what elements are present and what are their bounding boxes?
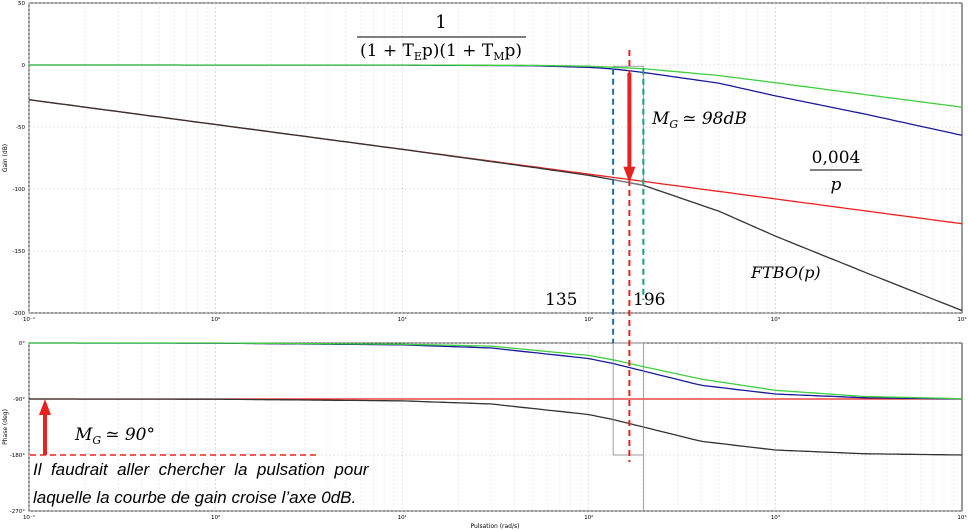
phase-series-ftbo-p-	[29, 398, 963, 456]
fraction-right-numerator: 0,004	[812, 148, 861, 168]
phase-margin-arrow-head	[39, 399, 51, 415]
den-sub-m: M	[493, 50, 504, 63]
mg-gain-value: ≃ 98dB	[682, 109, 747, 129]
phase-ytick-label: -270°	[10, 509, 25, 515]
gain-ytick-label: -200	[13, 311, 26, 317]
freq-196-label: 196	[633, 290, 665, 310]
den-sub-e: E	[414, 50, 422, 63]
mg-phase-value: ≃ 90°	[105, 425, 155, 445]
note-line-2: laquelle la courbe de gain croise l’axe …	[33, 488, 356, 507]
gain-asymptote-box	[613, 65, 644, 186]
fraction-top-denominator: (1 + TEp)(1 + TMp)	[360, 41, 522, 63]
gain-ytick-label: 50	[18, 1, 25, 7]
gain-ytick-label: -100	[13, 187, 26, 193]
phase-xtick-label: 10³	[771, 514, 780, 521]
fraction-right: 0,004 p	[810, 148, 862, 195]
mg-gain-m: M	[651, 109, 670, 129]
freq-135-label: 135	[545, 290, 577, 310]
phase-plot: 0° -90° -180° -270°10⁻¹ 10⁰ 10¹ 10² 10³ 10⁴ Phas…	[2, 341, 967, 530]
gain-series-1-1-t-m-p-	[29, 64, 963, 108]
phase-ytick-label: 0°	[19, 341, 25, 347]
phase-grid	[28, 342, 962, 512]
gain-xtick-label: 10⁰	[211, 316, 221, 323]
phase-xtick-label: 10⁰	[211, 514, 221, 521]
overlay	[30, 50, 645, 511]
gain-xtick-label: 10⁻¹	[23, 316, 35, 323]
gain-ylabel: Gain (dB)	[2, 144, 9, 172]
den-part3: p)	[505, 41, 523, 61]
fraction-top: 1 (1 + TEp)(1 + TMp)	[357, 12, 526, 63]
gain-grid	[28, 2, 962, 314]
gain-ytick-label: 0	[22, 63, 26, 69]
phase-xtick-label: 10⁴	[957, 514, 967, 521]
den-part2: p)(1 + T	[422, 41, 494, 61]
phase-ticks: 0° -90° -180° -270°10⁻¹ 10⁰ 10¹ 10² 10³ 10⁴	[10, 341, 968, 521]
mg-gain-label: MG ≃ 98dB	[651, 109, 747, 131]
gain-xtick-label: 10²	[584, 316, 593, 323]
phase-asymptote-box	[612, 342, 644, 456]
gain-curves	[28, 64, 963, 312]
mg-gain-sub: G	[669, 118, 678, 131]
phase-ytick-label: -90°	[13, 397, 25, 403]
phase-ytick-label: -180°	[10, 453, 25, 459]
gain-ytick-label: -150	[13, 249, 26, 255]
fraction-top-numerator: 1	[435, 12, 446, 33]
gain-ytick-label: -50	[16, 125, 25, 131]
phase-ylabel: Phase (deg)	[2, 409, 9, 445]
gain-series-ftbo-p-	[28, 99, 963, 312]
phase-series-1-1-t-m-p-	[29, 342, 963, 400]
fraction-right-denominator: p	[831, 175, 842, 195]
phase-plot-frame	[28, 342, 963, 512]
gain-plot-frame	[28, 2, 963, 314]
ftbo-label: FTBO(p)	[750, 263, 821, 282]
phase-xlabel: Pulsation (rad/s)	[471, 523, 520, 530]
phase-xtick-label: 10²	[584, 514, 593, 521]
phase-curves	[29, 342, 963, 456]
phase-xtick-label: 10⁻¹	[23, 514, 35, 521]
gain-xtick-label: 10¹	[398, 316, 407, 323]
mg-phase-m: M	[74, 425, 93, 445]
phase-xtick-label: 10¹	[398, 514, 407, 521]
gain-margin-arrow-head	[623, 166, 636, 183]
den-part1: (1 + T	[360, 41, 415, 61]
mg-phase-label: MG ≃ 90°	[74, 425, 155, 447]
mg-phase-sub: G	[92, 434, 101, 447]
gain-xtick-label: 10³	[771, 316, 780, 323]
gain-xtick-label: 10⁴	[957, 316, 967, 323]
note-line-1: Il faudrait aller chercher la pulsation …	[33, 460, 370, 479]
